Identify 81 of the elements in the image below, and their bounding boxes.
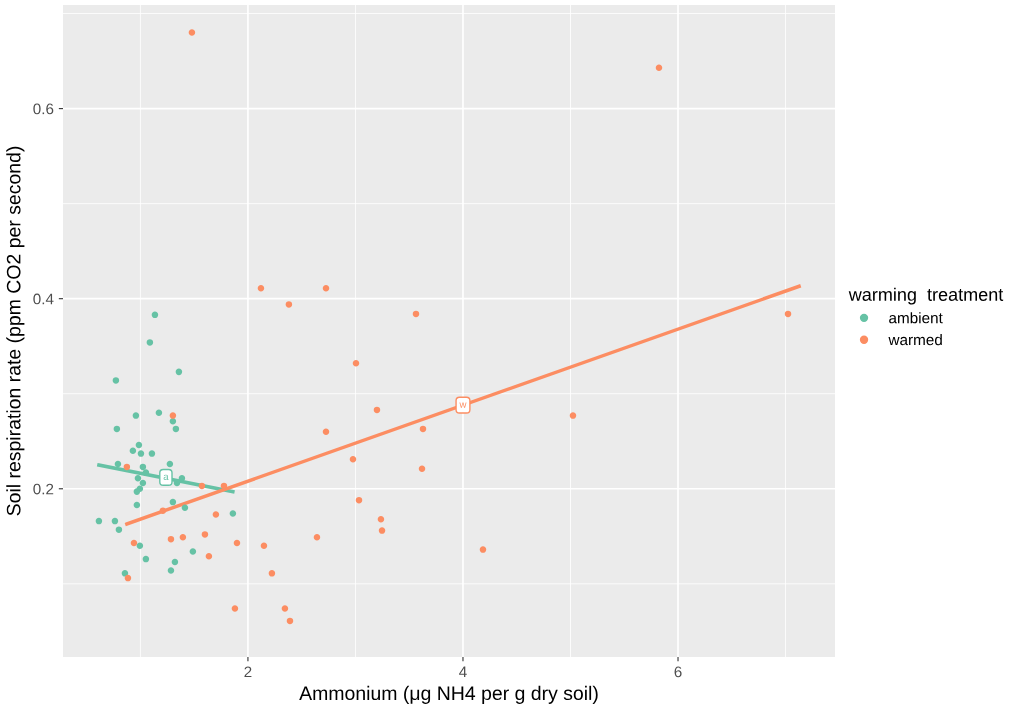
x-tick-label: 6 [674,666,682,678]
point [229,510,237,517]
point [286,617,294,625]
point [95,517,103,525]
point [175,368,183,376]
annotation: w [459,402,467,408]
legend-title: warming treatment [848,287,1004,305]
point [212,511,220,518]
point [112,377,120,384]
point [181,504,189,512]
point [313,533,321,541]
point [188,29,196,36]
point [142,555,150,563]
point [378,527,386,534]
point [172,425,180,433]
point [167,535,175,543]
point [419,425,427,433]
point [166,460,174,468]
point [189,548,197,555]
point [373,406,381,414]
point [130,539,138,547]
point [133,501,141,509]
legend-label: ambient [889,312,943,324]
point [198,482,206,490]
point [159,507,167,514]
point [257,284,265,292]
point [137,450,145,457]
point [233,539,241,547]
point [171,558,179,566]
point [121,570,129,577]
point [135,441,143,449]
point [569,412,577,419]
point [167,567,175,574]
point [179,533,187,541]
legend-label: warmed [888,334,942,346]
point [151,311,159,319]
y-tick-label: 0.2 [33,483,54,495]
point [124,574,132,582]
point [146,339,154,346]
point [169,498,177,506]
x-tick-label: 4 [459,666,467,678]
point [178,475,186,482]
point [231,605,239,612]
point [355,496,363,504]
point [322,284,330,292]
point [114,460,122,468]
y-axis-title: Soil respiration rate (ppm CO2 per second) [6,146,25,516]
point [139,479,147,487]
point [285,301,293,308]
point [377,515,385,523]
point [412,310,420,318]
point [115,526,123,533]
point [220,482,228,490]
point [132,412,140,419]
point [205,553,213,560]
point [655,64,663,71]
point [123,463,131,471]
point [129,447,137,455]
point [148,450,156,457]
point [784,310,792,318]
point [169,412,177,419]
point [155,409,163,416]
point [418,465,426,473]
point [322,428,330,435]
point [281,605,289,612]
y-tick-label: 0.4 [33,293,54,305]
point [260,542,268,550]
point [134,475,142,482]
x-tick-label: 2 [244,666,252,678]
point [111,517,119,525]
point [136,542,144,550]
point [139,463,147,471]
annotation: a [163,474,169,480]
point [201,531,209,538]
x-axis-title: Ammonium (μg NH4 per g dry soil) [299,685,598,704]
point [479,546,487,553]
point [113,425,121,433]
point [349,456,357,463]
point [268,570,276,577]
y-tick-label: 0.6 [33,103,54,115]
point [352,360,360,367]
